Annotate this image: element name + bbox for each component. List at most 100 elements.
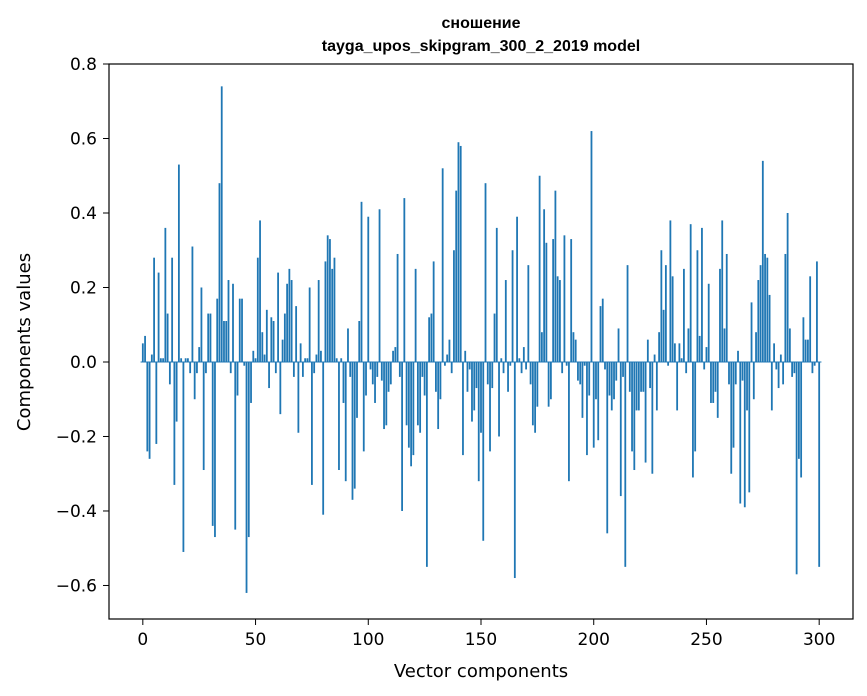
bar: [773, 343, 775, 362]
bar: [687, 328, 690, 362]
bar: [520, 361, 523, 374]
bar: [380, 361, 383, 381]
bar: [326, 235, 329, 362]
bar: [457, 142, 460, 362]
bar: [577, 361, 579, 381]
y-tick-label: 0.4: [70, 204, 97, 224]
bar: [495, 227, 498, 362]
bar: [196, 361, 198, 374]
bar: [241, 298, 243, 362]
bar: [141, 343, 144, 362]
bar: [369, 361, 372, 370]
bar: [159, 358, 162, 362]
bar: [565, 361, 568, 366]
bar: [604, 361, 606, 370]
bar: [432, 261, 435, 362]
bar: [403, 198, 406, 362]
bar: [750, 302, 753, 362]
bar: [211, 361, 214, 526]
bar: [256, 257, 259, 362]
bar: [788, 328, 791, 362]
bar: [387, 361, 390, 392]
bar: [419, 361, 422, 433]
x-tick-label: 300: [803, 630, 835, 650]
bar: [234, 361, 237, 530]
bar: [664, 265, 667, 362]
bar: [759, 265, 762, 362]
bar: [311, 361, 313, 485]
bar: [272, 321, 275, 362]
bar: [225, 321, 228, 362]
bar: [653, 354, 656, 362]
bar: [180, 358, 183, 362]
bar: [701, 227, 703, 362]
bar: [574, 339, 577, 362]
bar: [367, 216, 370, 362]
bar: [322, 361, 325, 515]
bar: [288, 268, 291, 362]
bar: [710, 361, 712, 403]
bar: [626, 265, 629, 362]
bar: [168, 361, 171, 385]
bar: [254, 358, 257, 362]
bar: [223, 321, 225, 362]
bar: [428, 317, 431, 362]
bar: [811, 361, 814, 374]
bar: [795, 361, 798, 575]
bar: [277, 272, 279, 362]
bar: [676, 361, 679, 411]
bar: [746, 361, 748, 411]
bar: [545, 242, 548, 362]
bar: [342, 361, 345, 403]
bar: [529, 361, 532, 385]
bar: [407, 361, 410, 448]
bar: [304, 358, 307, 362]
bar: [448, 339, 451, 362]
bar: [462, 361, 464, 456]
bar: [493, 313, 496, 362]
x-tick-label: 0: [137, 630, 148, 650]
bar: [804, 339, 807, 362]
x-axis-label: Vector components: [394, 661, 568, 682]
bar: [396, 253, 399, 362]
bar: [671, 276, 674, 362]
bar: [770, 361, 773, 411]
bar: [624, 361, 627, 567]
bar: [777, 361, 780, 389]
bar: [595, 361, 597, 400]
y-tick-label: 0.8: [70, 55, 97, 75]
bar: [365, 361, 367, 396]
bar: [667, 361, 670, 366]
bar: [453, 250, 455, 362]
bar: [662, 309, 665, 362]
y-tick-label: −0.2: [56, 427, 97, 447]
bar: [423, 361, 426, 396]
bar: [191, 246, 194, 362]
bar: [556, 276, 559, 362]
bar: [376, 361, 379, 377]
bar: [800, 361, 803, 478]
bar: [721, 220, 724, 362]
bar: [146, 361, 149, 452]
bar: [631, 361, 633, 452]
bar: [353, 361, 356, 489]
bar: [281, 339, 284, 362]
bar: [218, 183, 221, 362]
bar: [592, 361, 595, 448]
bar: [775, 361, 778, 370]
bar: [344, 361, 347, 482]
bar: [220, 86, 223, 362]
bar: [486, 361, 489, 385]
bar: [398, 361, 401, 377]
bar: [588, 361, 591, 396]
bar: [491, 361, 494, 389]
bar: [286, 283, 289, 362]
bar: [637, 361, 640, 411]
bar: [655, 361, 658, 411]
bar: [405, 361, 408, 426]
bar: [628, 361, 631, 392]
bar: [597, 361, 600, 441]
bar: [177, 164, 180, 362]
bar: [570, 239, 573, 362]
bar: [265, 309, 268, 362]
